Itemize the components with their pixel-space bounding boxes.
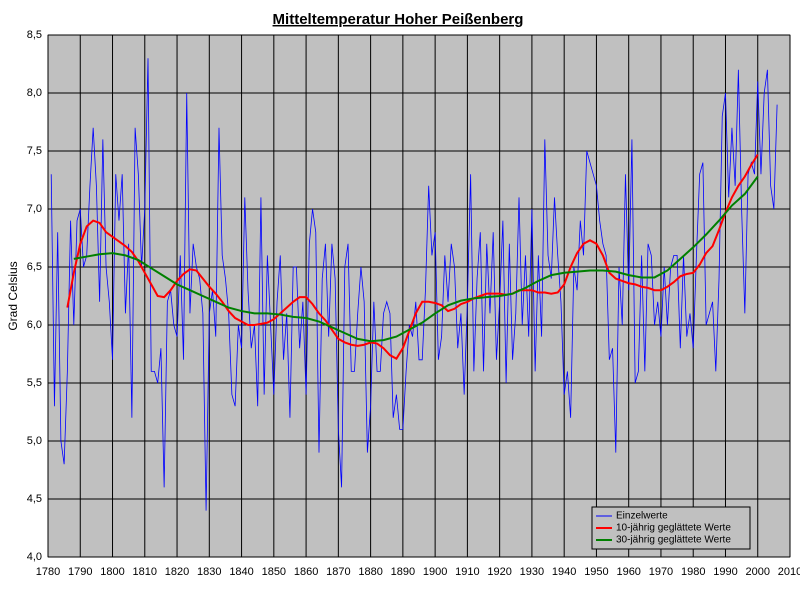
plot-area bbox=[47, 34, 791, 558]
y-tick-label: 8,0 bbox=[27, 87, 42, 99]
x-tick-label: 1970 bbox=[649, 566, 673, 578]
legend-label: 10-jährig geglättete Werte bbox=[616, 523, 731, 534]
y-tick-label: 7,5 bbox=[27, 145, 42, 157]
x-tick-label: 1960 bbox=[616, 566, 640, 578]
x-tick-label: 2000 bbox=[745, 566, 769, 578]
x-tick-label: 1840 bbox=[229, 566, 253, 578]
x-tick-label: 1780 bbox=[36, 566, 60, 578]
y-tick-label: 4,5 bbox=[27, 493, 42, 505]
legend-box bbox=[591, 506, 751, 550]
x-tick-label: 1910 bbox=[455, 566, 479, 578]
legend-label: 30-jährig geglättete Werte bbox=[616, 535, 731, 546]
y-tick-label: 5,5 bbox=[27, 377, 42, 389]
series-line bbox=[73, 175, 759, 343]
y-tick-label: 5,0 bbox=[27, 435, 42, 447]
x-tick-label: 1870 bbox=[326, 566, 350, 578]
y-tick-label: 8,5 bbox=[27, 29, 42, 41]
y-tick-label: 4,0 bbox=[27, 551, 42, 563]
x-tick-label: 1940 bbox=[552, 566, 576, 578]
y-tick-label: 6,0 bbox=[27, 319, 42, 331]
x-tick-label: 1890 bbox=[391, 566, 415, 578]
x-tick-label: 1880 bbox=[358, 566, 382, 578]
x-tick-label: 1990 bbox=[713, 566, 737, 578]
legend-label: Einzelwerte bbox=[616, 511, 668, 522]
grid: 4,0 4,5 5,0 5,5 6,0 6,5 7,0 7,5 8,0 8,5 1780 1790 18… bbox=[27, 29, 800, 578]
series-line bbox=[66, 153, 759, 360]
x-tick-label: 1830 bbox=[197, 566, 221, 578]
x-tick-label: 1920 bbox=[487, 566, 511, 578]
x-tick-label: 2010 bbox=[778, 566, 800, 578]
x-tick-label: 1850 bbox=[262, 566, 286, 578]
y-tick-label: 6,5 bbox=[27, 261, 42, 273]
x-tick-label: 1900 bbox=[423, 566, 447, 578]
x-tick-label: 1820 bbox=[165, 566, 189, 578]
x-tick-label: 1950 bbox=[584, 566, 608, 578]
x-tick-label: 1980 bbox=[681, 566, 705, 578]
y-tick-label: 7,0 bbox=[27, 203, 42, 215]
x-tick-label: 1930 bbox=[520, 566, 544, 578]
x-tick-label: 1790 bbox=[68, 566, 92, 578]
x-tick-label: 1800 bbox=[100, 566, 124, 578]
y-axis-label: Grad Celsius bbox=[6, 261, 20, 330]
chart-title: Mitteltemperatur Hoher Peißenberg bbox=[273, 11, 524, 28]
lines bbox=[50, 58, 778, 511]
x-tick-label: 1810 bbox=[133, 566, 157, 578]
x-tick-label: 1860 bbox=[294, 566, 318, 578]
